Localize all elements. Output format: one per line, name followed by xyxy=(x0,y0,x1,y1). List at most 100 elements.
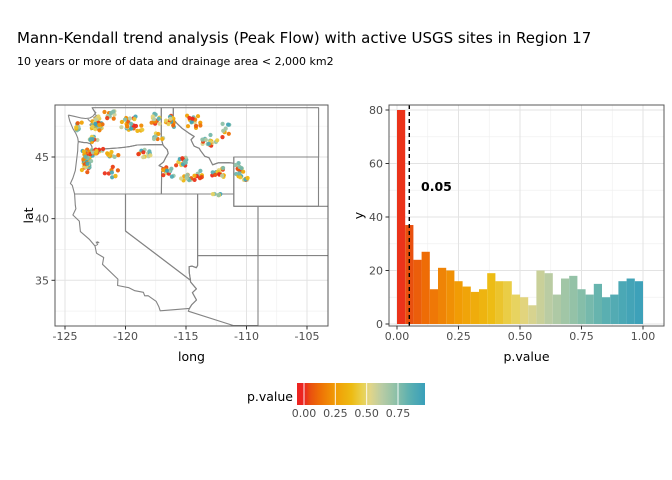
site-point xyxy=(135,128,140,133)
hist-y-tick-label: 80 xyxy=(369,104,383,117)
site-point xyxy=(124,123,130,128)
site-point xyxy=(203,137,208,142)
hist-y-tick-label: 0 xyxy=(376,318,383,331)
site-point xyxy=(97,128,102,133)
site-point xyxy=(105,116,110,121)
site-point xyxy=(127,116,132,121)
site-point xyxy=(206,141,211,146)
site-point xyxy=(179,176,184,181)
site-point xyxy=(187,115,192,121)
site-point xyxy=(180,156,185,161)
site-point xyxy=(110,164,115,169)
site-point xyxy=(101,146,106,152)
site-point xyxy=(185,124,191,129)
histogram-bar xyxy=(585,294,594,324)
histogram-bar xyxy=(569,275,578,324)
histogram-bar xyxy=(511,294,520,324)
site-point xyxy=(136,152,141,157)
histogram-bar xyxy=(462,286,471,324)
site-point xyxy=(166,121,171,127)
site-point xyxy=(81,149,86,154)
site-point xyxy=(198,168,203,173)
site-point xyxy=(241,169,246,174)
site-point xyxy=(233,162,238,168)
site-point xyxy=(79,167,84,173)
histogram-bar xyxy=(397,110,406,324)
site-point xyxy=(213,172,218,177)
histogram-bar xyxy=(528,305,537,324)
site-point xyxy=(192,173,197,178)
site-point xyxy=(122,117,128,122)
site-point xyxy=(169,174,174,179)
histogram-bar xyxy=(544,273,553,324)
site-point xyxy=(226,122,231,127)
site-point xyxy=(102,171,107,176)
site-point xyxy=(161,173,166,178)
site-point xyxy=(95,137,100,143)
site-point xyxy=(139,123,144,128)
histogram-bar xyxy=(438,267,447,324)
site-point xyxy=(90,137,95,142)
map-panel xyxy=(54,104,329,327)
site-point xyxy=(90,124,95,129)
site-point xyxy=(97,122,102,127)
hist-y-tick-label: 60 xyxy=(369,158,383,171)
site-point xyxy=(102,109,107,115)
site-point xyxy=(210,192,215,197)
histogram-bar xyxy=(626,278,635,324)
axes-layer: -125 -120 -115 -110 -105 35 40 45 0.00 0.25 0.50 0.… xyxy=(35,104,655,343)
site-point xyxy=(147,149,152,154)
site-point xyxy=(112,154,117,159)
site-point xyxy=(245,175,250,181)
site-point xyxy=(148,153,153,158)
site-point xyxy=(164,168,169,173)
site-point xyxy=(141,150,146,155)
site-point xyxy=(140,127,145,132)
site-point xyxy=(169,166,174,171)
histogram-bar xyxy=(552,294,561,324)
site-point xyxy=(184,176,189,181)
site-point xyxy=(74,125,79,130)
hist-x-tick-label: 0.75 xyxy=(569,330,594,343)
site-point xyxy=(151,136,157,142)
site-point xyxy=(174,163,179,168)
site-point xyxy=(161,168,166,173)
site-point xyxy=(116,153,121,158)
site-point xyxy=(238,175,243,180)
site-point xyxy=(119,119,124,125)
histogram-bar xyxy=(610,294,619,324)
site-point xyxy=(163,118,169,123)
histogram-bar xyxy=(479,289,488,324)
site-point xyxy=(85,170,90,175)
site-point xyxy=(115,168,120,173)
site-point xyxy=(215,138,220,143)
histogram-bar xyxy=(495,281,504,324)
site-point xyxy=(132,117,137,122)
site-point xyxy=(96,114,101,119)
site-point xyxy=(75,121,80,126)
hist-x-tick-label: 0.00 xyxy=(385,330,410,343)
site-point xyxy=(193,123,199,128)
site-point xyxy=(226,131,231,136)
hist-x-tick-label: 1.00 xyxy=(631,330,656,343)
site-point xyxy=(126,119,131,124)
site-point xyxy=(141,155,146,160)
site-point xyxy=(100,122,105,127)
sf-bay-coastline xyxy=(94,241,100,247)
histogram-bar xyxy=(634,281,643,324)
site-point xyxy=(168,116,173,121)
histogram-bar xyxy=(421,251,430,324)
site-point xyxy=(113,173,118,179)
histogram-bar xyxy=(561,278,570,324)
site-point xyxy=(85,161,90,166)
histogram-bar xyxy=(593,283,602,325)
site-point xyxy=(105,151,110,156)
site-point xyxy=(79,120,84,125)
site-point xyxy=(129,121,134,126)
site-point xyxy=(237,171,242,176)
site-point xyxy=(208,132,213,138)
histogram-bar xyxy=(487,273,496,324)
histogram-bar xyxy=(503,281,512,324)
